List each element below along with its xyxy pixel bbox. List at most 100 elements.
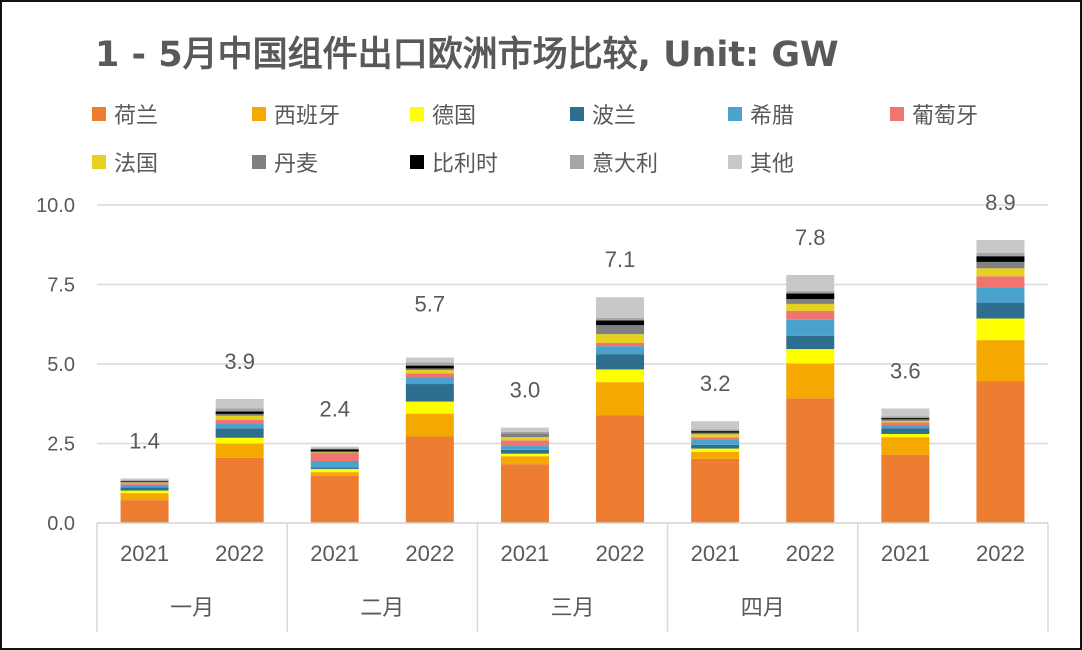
legend-item: 法国	[92, 146, 158, 178]
bar-segment	[976, 268, 1025, 277]
bar-segment	[691, 437, 740, 441]
bar-segment	[310, 452, 359, 454]
bar-segment	[786, 335, 835, 350]
bar-segment	[500, 427, 549, 432]
legend-swatch	[92, 107, 106, 121]
bar-segment	[310, 467, 359, 469]
bar-segment	[976, 381, 1025, 523]
bar-segment	[310, 460, 359, 468]
legend-swatch	[252, 155, 266, 169]
bar-segment	[691, 448, 740, 452]
bar-segment	[310, 449, 359, 452]
bar-segment	[405, 436, 454, 523]
legend-label: 丹麦	[274, 152, 319, 177]
x-tick-label: 2022	[405, 541, 454, 566]
bar-segment	[786, 303, 835, 311]
bar-segment	[500, 433, 549, 438]
bar-segment	[976, 318, 1025, 341]
bar-segment	[691, 458, 740, 523]
bar-segment	[500, 446, 549, 450]
y-tick-label: 0.0	[47, 513, 75, 535]
bar-segment	[500, 456, 549, 465]
legend-label: 意大利	[592, 152, 659, 177]
bar-segment	[596, 415, 645, 523]
legend-swatch	[92, 155, 106, 169]
bar-segment	[500, 464, 549, 523]
x-tick-label: 2021	[881, 541, 930, 566]
bar-segment	[596, 343, 645, 347]
group-label: 一月	[170, 596, 214, 621]
data-label: 5.7	[415, 292, 446, 317]
bar-segment	[120, 483, 169, 485]
legend-label: 希腊	[750, 104, 795, 129]
group-label: 三月	[550, 596, 594, 621]
data-label: 8.9	[985, 190, 1016, 215]
legend-item: 丹麦	[252, 146, 318, 178]
bar-segment	[596, 317, 645, 321]
bar-segment	[405, 368, 454, 371]
bar-segment	[215, 443, 264, 458]
legend-swatch	[252, 107, 266, 121]
bar-segment	[120, 480, 169, 482]
bar-segment	[120, 484, 169, 488]
bar-segment	[976, 340, 1025, 382]
bar-segment	[596, 354, 645, 370]
bar-segment	[120, 487, 169, 491]
bar-segment	[691, 434, 740, 438]
bar-segment	[405, 357, 454, 363]
bar-segment	[786, 349, 835, 364]
legend-item: 西班牙	[252, 98, 340, 130]
legend-swatch	[890, 107, 904, 121]
bar-segment	[215, 457, 264, 523]
legend-item: 荷兰	[92, 98, 158, 130]
bar-segment	[786, 363, 835, 399]
data-label: 1.4	[129, 428, 160, 453]
x-tick-label: 2022	[596, 541, 645, 566]
bar-segment	[310, 446, 359, 449]
bar-segment	[215, 398, 264, 409]
bar-segment	[405, 401, 454, 414]
data-label: 7.1	[605, 247, 636, 272]
bar-segment	[310, 448, 359, 450]
bar-segment	[786, 290, 835, 294]
bar-segment	[120, 500, 169, 523]
legend-item: 比利时	[410, 146, 498, 178]
bar-segment	[596, 369, 645, 383]
bar-segment	[691, 431, 740, 433]
bar-segment	[976, 252, 1025, 257]
bar-segment	[500, 449, 549, 454]
bar-segment	[786, 293, 835, 300]
bar-segment	[215, 419, 264, 424]
bar-segment	[596, 325, 645, 335]
bar-segment	[500, 453, 549, 457]
x-tick-label: 2021	[500, 541, 549, 566]
bar-segment	[881, 454, 930, 523]
bar-segment	[976, 276, 1025, 288]
data-label: 3.0	[510, 378, 541, 403]
bar-segment	[881, 437, 930, 455]
bar-segment	[881, 425, 930, 429]
bar-segment	[976, 239, 1025, 253]
bar-segment	[786, 398, 835, 523]
bar-segment	[405, 370, 454, 374]
bar-segment	[691, 451, 740, 459]
bar-segment	[120, 481, 169, 482]
legend-label: 法国	[114, 152, 159, 177]
group-label: 四月	[741, 596, 785, 621]
legend-label: 葡萄牙	[912, 104, 979, 129]
legend-item: 意大利	[570, 146, 658, 178]
bar-segment	[310, 468, 359, 473]
bar-segment	[310, 472, 359, 476]
legend-item: 其他	[728, 146, 794, 178]
y-tick-label: 7.5	[47, 275, 75, 297]
y-tick-label: 5.0	[47, 354, 75, 376]
bar-segment	[976, 302, 1025, 319]
legend-swatch	[570, 155, 584, 169]
bar-segment	[786, 274, 835, 291]
bar-segment	[120, 493, 169, 501]
bar-segment	[215, 408, 264, 412]
bar-segment	[596, 382, 645, 416]
bar-segment	[215, 415, 264, 420]
